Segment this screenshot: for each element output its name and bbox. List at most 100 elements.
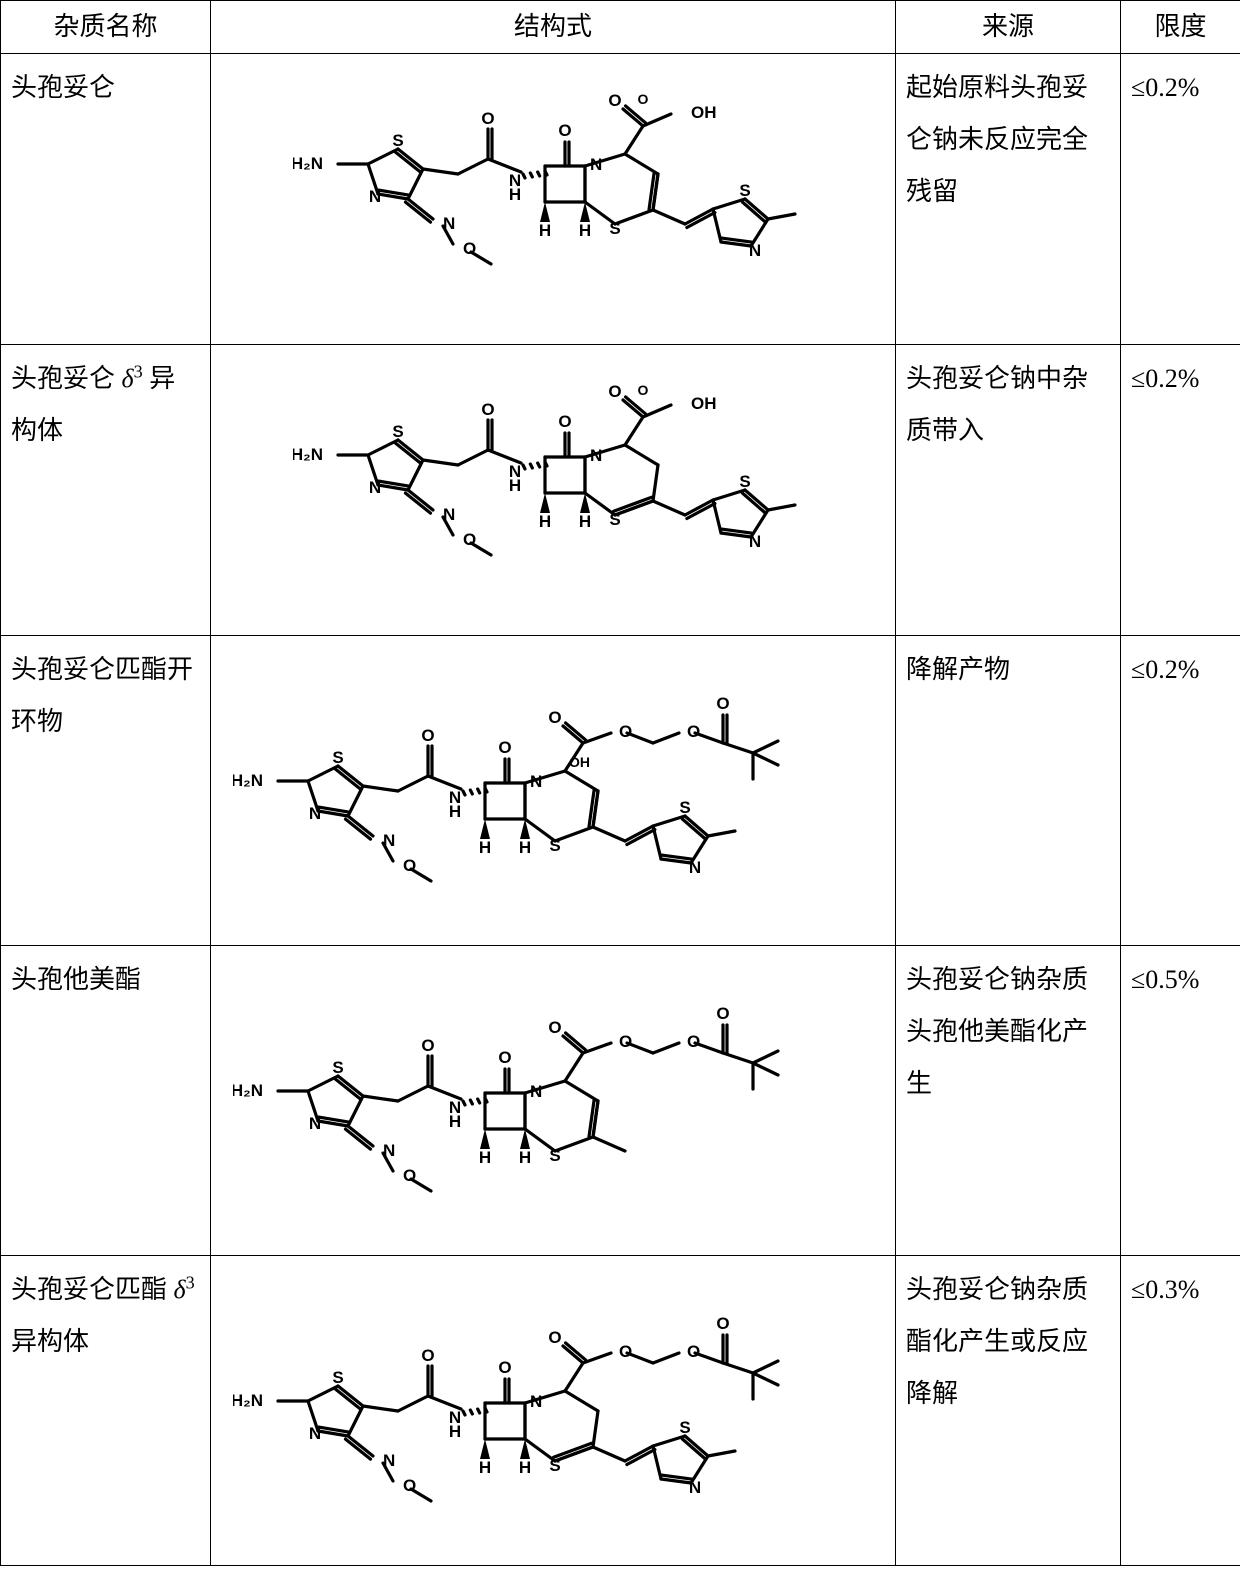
svg-text:O: O bbox=[421, 1346, 434, 1365]
cell-structure: SNH₂NNOONHONHHSOOHOSN bbox=[211, 345, 896, 636]
cell-name: 头孢妥仑匹酯开环物 bbox=[1, 636, 211, 946]
svg-text:O: O bbox=[687, 722, 700, 741]
svg-text:O: O bbox=[638, 91, 649, 107]
svg-text:H: H bbox=[539, 221, 551, 240]
svg-text:S: S bbox=[332, 1058, 343, 1077]
svg-text:H: H bbox=[479, 1458, 491, 1477]
svg-text:S: S bbox=[609, 510, 620, 529]
cell-limit: ≤0.2% bbox=[1121, 54, 1240, 345]
svg-text:N: N bbox=[309, 1424, 321, 1443]
svg-text:H: H bbox=[449, 802, 461, 821]
svg-text:H₂N: H₂N bbox=[293, 154, 323, 173]
cell-limit: ≤0.2% bbox=[1121, 636, 1240, 946]
cell-name: 头孢妥仑 bbox=[1, 54, 211, 345]
cell-source: 头孢妥仑钠中杂质带入 bbox=[896, 345, 1121, 636]
svg-text:H: H bbox=[519, 838, 531, 857]
svg-text:O: O bbox=[687, 1032, 700, 1051]
table-row: 头孢妥仑匹酯 δ3 异构体 SNH₂NNOONHONHHSOOOOSN 头孢妥仑… bbox=[1, 1256, 1240, 1566]
svg-text:O: O bbox=[619, 722, 632, 741]
col-header-structure: 结构式 bbox=[211, 1, 896, 54]
table-row: 头孢妥仑 δ3 异构体 SNH₂NNOONHONHHSOOHOSN 头孢妥仑钠中… bbox=[1, 345, 1240, 636]
svg-text:O: O bbox=[608, 382, 621, 401]
cell-source: 起始原料头孢妥仑钠未反应完全残留 bbox=[896, 54, 1121, 345]
svg-text:H: H bbox=[449, 1112, 461, 1131]
svg-text:H: H bbox=[509, 185, 521, 204]
svg-text:S: S bbox=[332, 748, 343, 767]
svg-text:H: H bbox=[479, 838, 491, 857]
svg-text:O: O bbox=[548, 708, 561, 727]
svg-text:H: H bbox=[449, 1422, 461, 1441]
svg-text:O: O bbox=[716, 1314, 729, 1333]
svg-text:N: N bbox=[369, 478, 381, 497]
svg-text:S: S bbox=[392, 422, 403, 441]
svg-text:O: O bbox=[498, 738, 511, 757]
svg-text:H₂N: H₂N bbox=[233, 771, 263, 790]
cell-structure: SNH₂NNOONHONHHSOOHOSN bbox=[211, 54, 896, 345]
svg-text:S: S bbox=[549, 1146, 560, 1165]
col-header-name: 杂质名称 bbox=[1, 1, 211, 54]
svg-text:S: S bbox=[549, 1456, 560, 1475]
svg-text:N: N bbox=[309, 1114, 321, 1133]
svg-text:H: H bbox=[519, 1458, 531, 1477]
svg-text:O: O bbox=[548, 1018, 561, 1037]
table-row: 头孢妥仑匹酯开环物 SNH₂NNOONHONHHOHSOOOOSN 降解产物 ≤… bbox=[1, 636, 1240, 946]
cell-name: 头孢他美酯 bbox=[1, 946, 211, 1256]
svg-text:N: N bbox=[749, 532, 761, 551]
svg-text:S: S bbox=[679, 1418, 690, 1437]
svg-text:O: O bbox=[608, 91, 621, 110]
svg-text:S: S bbox=[392, 131, 403, 150]
svg-text:O: O bbox=[481, 109, 494, 128]
svg-text:H₂N: H₂N bbox=[293, 445, 323, 464]
cell-source: 头孢妥仑钠杂质头孢他美酯化产生 bbox=[896, 946, 1121, 1256]
cell-limit: ≤0.3% bbox=[1121, 1256, 1240, 1566]
svg-text:N: N bbox=[369, 187, 381, 206]
svg-text:O: O bbox=[548, 1328, 561, 1347]
cell-source: 头孢妥仑钠杂质酯化产生或反应降解 bbox=[896, 1256, 1121, 1566]
svg-text:S: S bbox=[332, 1368, 343, 1387]
cell-name: 头孢妥仑 δ3 异构体 bbox=[1, 345, 211, 636]
svg-text:O: O bbox=[716, 694, 729, 713]
svg-text:O: O bbox=[481, 400, 494, 419]
svg-text:H: H bbox=[579, 221, 591, 240]
svg-text:O: O bbox=[619, 1342, 632, 1361]
svg-text:O: O bbox=[421, 726, 434, 745]
svg-text:S: S bbox=[679, 798, 690, 817]
svg-text:S: S bbox=[609, 219, 620, 238]
svg-text:N: N bbox=[309, 804, 321, 823]
cell-structure: SNH₂NNOONHONHHOHSOOOOSN bbox=[211, 636, 896, 946]
svg-text:O: O bbox=[716, 1004, 729, 1023]
table-row: 头孢他美酯 SNH₂NNOONHONHHSOOOO 头孢妥仑钠杂质头孢他美酯化产… bbox=[1, 946, 1240, 1256]
svg-text:O: O bbox=[558, 121, 571, 140]
cell-source: 降解产物 bbox=[896, 636, 1121, 946]
svg-text:OH: OH bbox=[691, 103, 717, 122]
svg-text:H₂N: H₂N bbox=[233, 1391, 263, 1410]
table-row: 头孢妥仑 SNH₂NNOONHONHHSOOHOSN 起始原料头孢妥仑钠未反应完… bbox=[1, 54, 1240, 345]
svg-text:O: O bbox=[421, 1036, 434, 1055]
cell-limit: ≤0.2% bbox=[1121, 345, 1240, 636]
impurity-table: 杂质名称 结构式 来源 限度 头孢妥仑 SNH₂NNOONHONHHSOOHOS… bbox=[0, 0, 1240, 1566]
svg-text:S: S bbox=[739, 181, 750, 200]
svg-text:H: H bbox=[479, 1148, 491, 1167]
svg-text:S: S bbox=[739, 472, 750, 491]
cell-name: 头孢妥仑匹酯 δ3 异构体 bbox=[1, 1256, 211, 1566]
svg-text:N: N bbox=[749, 241, 761, 260]
svg-text:H: H bbox=[519, 1148, 531, 1167]
svg-text:OH: OH bbox=[691, 394, 717, 413]
col-header-limit: 限度 bbox=[1121, 1, 1240, 54]
svg-text:H₂N: H₂N bbox=[233, 1081, 263, 1100]
cell-structure: SNH₂NNOONHONHHSOOOO bbox=[211, 946, 896, 1256]
svg-text:N: N bbox=[689, 1478, 701, 1497]
svg-text:O: O bbox=[638, 382, 649, 398]
svg-text:O: O bbox=[687, 1342, 700, 1361]
svg-text:O: O bbox=[619, 1032, 632, 1051]
svg-text:H: H bbox=[579, 512, 591, 531]
svg-text:N: N bbox=[689, 858, 701, 877]
svg-text:S: S bbox=[549, 836, 560, 855]
svg-text:H: H bbox=[509, 476, 521, 495]
svg-text:H: H bbox=[539, 512, 551, 531]
table-header-row: 杂质名称 结构式 来源 限度 bbox=[1, 1, 1240, 54]
col-header-source: 来源 bbox=[896, 1, 1121, 54]
cell-limit: ≤0.5% bbox=[1121, 946, 1240, 1256]
svg-text:O: O bbox=[558, 412, 571, 431]
svg-text:O: O bbox=[498, 1358, 511, 1377]
